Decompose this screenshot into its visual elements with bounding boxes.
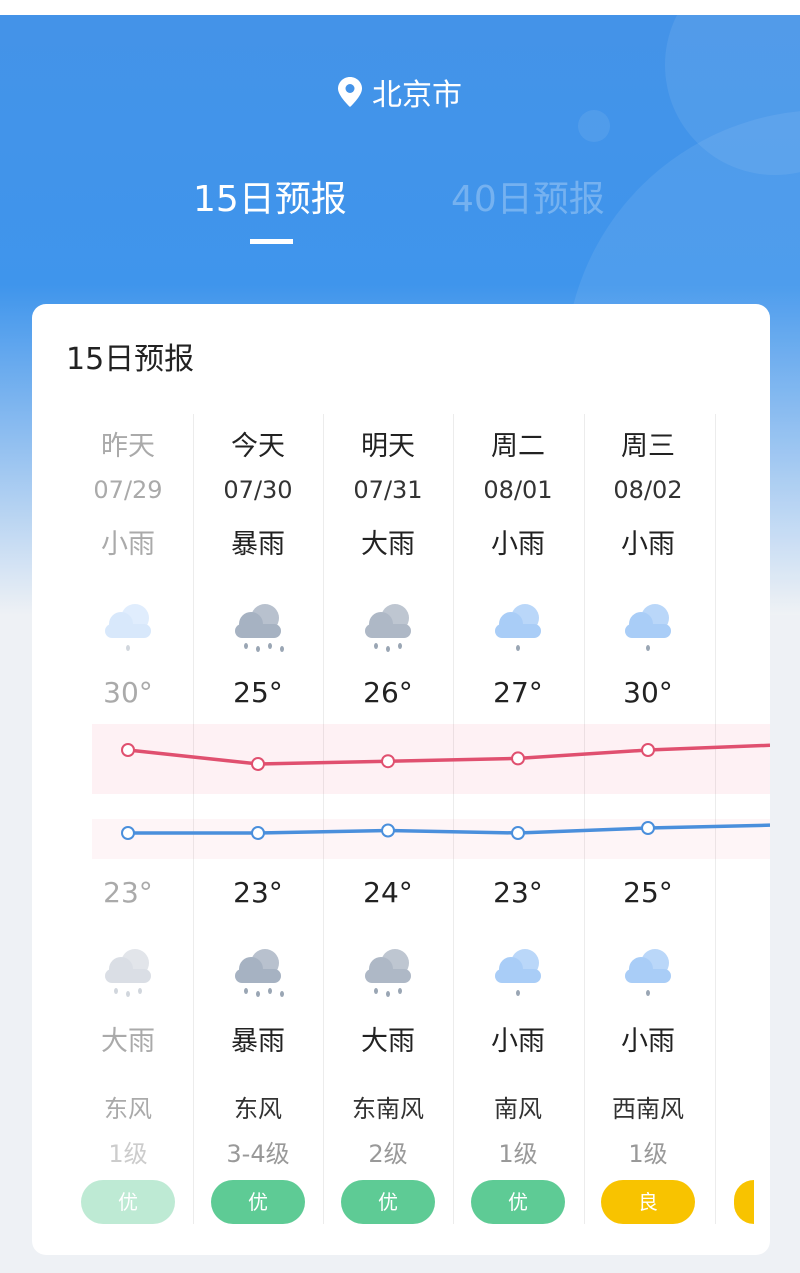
temperature-chart — [92, 724, 770, 859]
night-condition: 小雨 — [491, 1026, 545, 1057]
light-rain-icon — [495, 604, 541, 651]
high-temp-point — [381, 754, 395, 769]
low-temp: 23° — [493, 876, 543, 909]
high-temp: 30° — [623, 676, 673, 709]
night-condition: 大雨 — [361, 1026, 415, 1057]
aqi-badge[interactable]: 优 — [471, 1180, 565, 1224]
heavy-rain-icon — [365, 604, 411, 652]
day-condition: 小雨 — [101, 529, 155, 560]
day-label: 明天 — [361, 431, 415, 462]
forecast-day-column[interactable]: 明天 07/31 大雨 26° 24° 大雨 东南风 2级 优 — [323, 414, 453, 1224]
date-label: 08/02 — [613, 476, 683, 504]
aqi-badge[interactable]: 优 — [81, 1180, 175, 1224]
night-condition: 小雨 — [621, 1026, 675, 1057]
day-condition: 暴雨 — [231, 529, 285, 560]
low-temp-point — [511, 826, 525, 840]
high-temp-point — [641, 743, 655, 757]
date-label: 07/30 — [223, 476, 293, 504]
day-condition: 小雨 — [491, 529, 545, 560]
wind-level: 3-4级 — [226, 1140, 290, 1168]
aqi-badge-partial — [734, 1180, 754, 1224]
night-condition: 暴雨 — [231, 1026, 285, 1057]
column-divider — [323, 414, 324, 1224]
low-temp: 24° — [363, 876, 413, 909]
status-bar — [0, 0, 800, 15]
heavy-rain-icon — [365, 949, 411, 997]
high-temp: 26° — [363, 676, 413, 709]
active-tab-indicator — [250, 239, 293, 244]
light-rain-icon — [625, 604, 671, 651]
low-temp-point — [641, 821, 655, 835]
column-divider — [453, 414, 454, 1224]
high-temp: 30° — [103, 676, 153, 709]
rainstorm-icon — [235, 604, 284, 652]
forecast-day-column[interactable]: 周三 08/02 小雨 30° 25° 小雨 西南风 1级 良 — [583, 414, 713, 1224]
high-temp: 25° — [233, 676, 283, 709]
forecast-day-column[interactable]: 周二 08/01 小雨 27° 23° 小雨 南风 1级 优 — [453, 414, 583, 1224]
low-temp-point — [121, 826, 135, 840]
date-label: 08/01 — [483, 476, 553, 504]
forecast-day-column[interactable]: 今天 07/30 暴雨 25° 23° 暴雨 东风 3-4级 优 — [193, 414, 323, 1224]
high-temp-line — [127, 743, 770, 766]
high-temp: 27° — [493, 676, 543, 709]
series-band — [92, 819, 770, 859]
card-title: 15日预报 — [66, 342, 195, 377]
low-temp: 25° — [623, 876, 673, 909]
forecast-day-column[interactable]: 昨天 07/29 小雨 30° 23° 大雨 东风 1级 优 — [63, 414, 193, 1224]
aqi-badge[interactable]: 良 — [601, 1180, 695, 1224]
light-rain-icon — [495, 949, 541, 996]
light-rain-icon — [105, 604, 151, 651]
low-temp-point — [251, 826, 265, 840]
tab-15-day[interactable]: 15日预报 — [193, 179, 347, 220]
high-temp-point — [121, 743, 135, 757]
night-condition: 大雨 — [101, 1026, 155, 1057]
wind-level: 1级 — [498, 1140, 538, 1168]
date-label: 07/29 — [93, 476, 163, 504]
wind-direction: 东南风 — [352, 1095, 424, 1123]
day-label: 昨天 — [101, 431, 155, 462]
heavy-rain-icon — [105, 949, 151, 997]
high-temp-point — [511, 751, 525, 766]
wind-level: 1级 — [628, 1140, 668, 1168]
aqi-badge[interactable]: 优 — [341, 1180, 435, 1224]
forecast-card: 15日预报 昨天 07/29 小雨 30° 23° 大雨 东风 1级 优 今天 … — [32, 304, 770, 1255]
column-divider — [584, 414, 585, 1224]
low-temp-line — [128, 823, 770, 835]
location-selector[interactable]: 北京市 — [0, 70, 800, 114]
column-divider — [715, 414, 716, 1224]
low-temp: 23° — [233, 876, 283, 909]
column-divider — [193, 414, 194, 1224]
day-label: 今天 — [231, 431, 285, 462]
day-label: 周二 — [491, 431, 545, 462]
low-temp-point — [381, 823, 395, 838]
light-rain-icon — [625, 949, 671, 996]
day-condition: 大雨 — [361, 529, 415, 560]
day-condition: 小雨 — [621, 529, 675, 560]
high-temp-point — [251, 757, 265, 771]
wind-direction: 南风 — [494, 1095, 542, 1123]
wind-level: 2级 — [368, 1140, 408, 1168]
date-label: 07/31 — [353, 476, 423, 504]
location-pin-icon — [338, 77, 362, 107]
aqi-badge[interactable]: 优 — [211, 1180, 305, 1224]
wind-level: 1级 — [108, 1140, 148, 1168]
wind-direction: 东风 — [234, 1095, 282, 1123]
rainstorm-icon — [235, 949, 284, 997]
day-label: 周三 — [621, 431, 675, 462]
city-name: 北京市 — [372, 78, 462, 113]
tab-40-day[interactable]: 40日预报 — [451, 179, 605, 220]
wind-direction: 东风 — [104, 1095, 152, 1123]
wind-direction: 西南风 — [612, 1095, 684, 1123]
low-temp: 23° — [103, 876, 153, 909]
